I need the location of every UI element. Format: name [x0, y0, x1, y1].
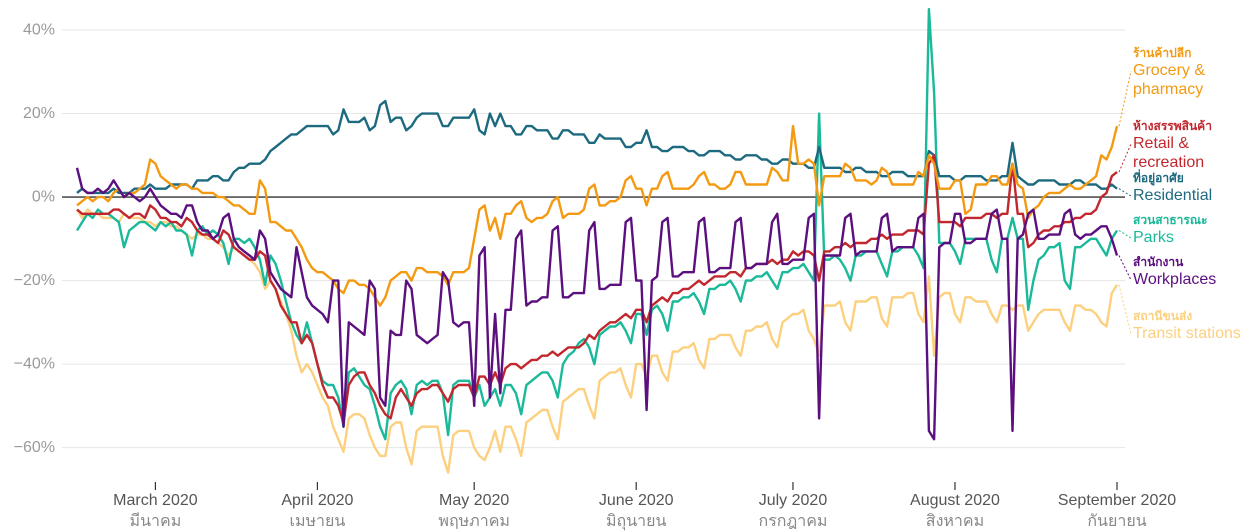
legend-thai: สำนักงาน — [1133, 255, 1184, 269]
legend-thai: สถานีขนส่ง — [1133, 309, 1193, 323]
x-tick-label: May 2020 — [439, 492, 509, 509]
series-line — [76, 124, 1119, 307]
legend-name: Parks — [1133, 229, 1174, 246]
legend-name: Workplaces — [1133, 271, 1217, 288]
legend-entry: สวนสาธารณะ Parks — [1133, 212, 1241, 247]
legend-entry: ร้านค้าปลีก Grocery & pharmacy — [1133, 45, 1241, 99]
legend-name: Transit stations — [1133, 325, 1241, 342]
legend-thai: สวนสาธารณะ — [1133, 213, 1208, 227]
legend-name: Residential — [1133, 187, 1213, 204]
series-line — [75, 167, 1119, 441]
legend-entry: ห้างสรรพสินค้า Retail & recreation — [1133, 118, 1241, 172]
x-tick-label: June 2020 — [599, 492, 674, 509]
y-tick-label: −20% — [14, 272, 55, 289]
x-tick-sublabel: พฤษภาคม — [438, 513, 510, 530]
y-tick-label: 20% — [23, 105, 55, 122]
legend-connector — [1118, 230, 1132, 239]
x-tick-sublabel: มิถุนายน — [606, 513, 667, 531]
legend-thai: ห้างสรรพสินค้า — [1133, 119, 1212, 133]
y-tick-label: 40% — [23, 21, 55, 38]
legend-name: Grocery & pharmacy — [1133, 62, 1206, 98]
legend-connector — [1118, 70, 1132, 127]
legend-entry: สำนักงาน Workplaces — [1133, 254, 1241, 289]
x-tick-label: March 2020 — [113, 492, 198, 509]
legend-connector — [1118, 284, 1132, 335]
series-line — [76, 154, 1118, 424]
legend-connector — [1118, 188, 1132, 197]
legend-connector — [1118, 143, 1132, 173]
x-tick-label: April 2020 — [281, 492, 353, 509]
x-tick-sublabel: กันยายน — [1087, 513, 1146, 530]
legend-name: Retail & recreation — [1133, 135, 1205, 171]
x-tick-sublabel: มีนาคม — [130, 512, 182, 530]
legend-thai: ร้านค้าปลีก — [1133, 46, 1192, 60]
legend-connector — [1118, 255, 1132, 281]
y-tick-label: −60% — [14, 439, 55, 456]
x-tick-sublabel: สิงหาคม — [926, 513, 984, 530]
x-tick-label: July 2020 — [759, 492, 828, 509]
x-tick-sublabel: กรกฎาคม — [759, 513, 828, 530]
x-tick-label: August 2020 — [910, 492, 1000, 509]
series-line — [76, 99, 1118, 195]
y-tick-label: −40% — [14, 355, 55, 372]
x-tick-sublabel: เมษายน — [289, 513, 345, 530]
legend-entry: สถานีขนส่ง Transit stations — [1133, 308, 1241, 343]
x-tick-label: September 2020 — [1058, 492, 1176, 509]
legend-thai: ที่อยู่อาศัย — [1133, 171, 1184, 185]
y-tick-label: 0% — [32, 188, 55, 205]
legend-entry: ที่อยู่อาศัย Residential — [1133, 170, 1241, 205]
